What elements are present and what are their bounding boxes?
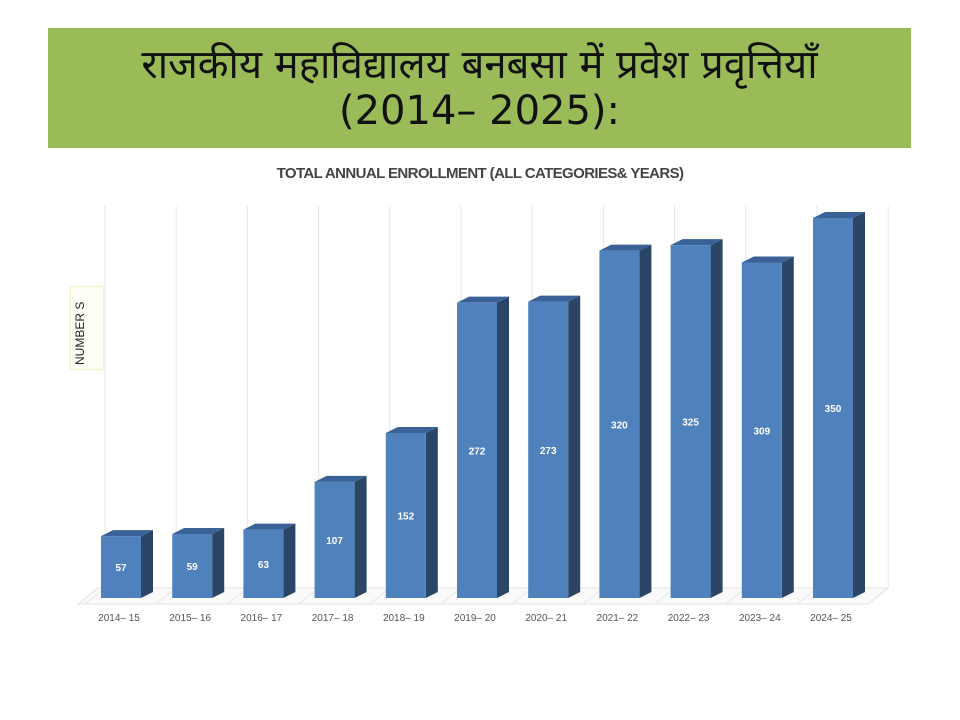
bar bbox=[670, 245, 711, 598]
bar bbox=[314, 481, 355, 598]
data-label: 59 bbox=[187, 562, 199, 573]
bar bbox=[385, 432, 426, 598]
bar-side bbox=[425, 426, 438, 598]
x-tick-label: 2020– 21 bbox=[525, 613, 567, 624]
x-tick-label: 2023– 24 bbox=[739, 613, 781, 624]
x-tick-label: 2014– 15 bbox=[98, 613, 140, 624]
bar-top bbox=[813, 212, 865, 218]
data-label: 272 bbox=[469, 446, 486, 457]
bar-top bbox=[385, 426, 438, 433]
bar-top bbox=[243, 523, 296, 530]
x-tick-label: 2016– 17 bbox=[241, 613, 283, 624]
floor-gridline bbox=[867, 587, 889, 605]
bar-top bbox=[599, 244, 652, 251]
bar-top bbox=[457, 296, 509, 303]
data-label: 320 bbox=[611, 420, 628, 431]
data-label: 350 bbox=[825, 404, 842, 415]
x-tick-label: 2018– 19 bbox=[383, 613, 425, 624]
data-label: 57 bbox=[115, 563, 127, 574]
y-axis-label: NUMBER S bbox=[73, 301, 87, 365]
page-title-line2: (2014– 2025): bbox=[339, 88, 620, 134]
x-tick-label: 2021– 22 bbox=[597, 613, 639, 624]
bar-side bbox=[639, 244, 652, 599]
data-label: 63 bbox=[258, 560, 270, 571]
bar bbox=[243, 529, 284, 598]
bar-side bbox=[710, 239, 723, 598]
y-axis-label-box: NUMBER S bbox=[70, 286, 104, 370]
bar-side bbox=[141, 530, 153, 598]
bar-side bbox=[354, 475, 367, 598]
bar bbox=[172, 533, 213, 598]
bar-side bbox=[497, 296, 509, 598]
data-label: 152 bbox=[397, 511, 414, 522]
x-tick-label: 2019– 20 bbox=[454, 613, 496, 624]
bar-top bbox=[101, 530, 153, 537]
chart-title: TOTAL ANNUAL ENROLLMENT (ALL CATEGORIES&… bbox=[276, 165, 684, 182]
bar-side bbox=[568, 295, 581, 598]
data-label: 107 bbox=[326, 536, 343, 547]
x-tick-label: 2022– 23 bbox=[668, 613, 710, 624]
bar bbox=[457, 302, 497, 598]
bar-side bbox=[212, 527, 225, 598]
x-tick-label: 2024– 25 bbox=[810, 613, 852, 624]
bar-side bbox=[781, 256, 794, 598]
data-label: 325 bbox=[682, 418, 699, 429]
bar-top bbox=[528, 295, 581, 302]
title-banner: राजकीय महाविद्यालय बनबसा में प्रवेश प्रव… bbox=[48, 28, 911, 148]
bar bbox=[101, 536, 141, 598]
bar bbox=[813, 218, 853, 598]
x-tick-label: 2017– 18 bbox=[312, 613, 354, 624]
bar-top bbox=[314, 475, 367, 482]
bar bbox=[741, 262, 782, 598]
bar-top bbox=[670, 239, 723, 246]
page-title-line1: राजकीय महाविद्यालय बनबसा में प्रवेश प्रव… bbox=[141, 42, 818, 88]
bar-top bbox=[172, 527, 225, 534]
data-label: 309 bbox=[753, 426, 770, 437]
bar-side bbox=[853, 212, 865, 598]
x-tick-label: 2015– 16 bbox=[169, 613, 211, 624]
bar bbox=[599, 250, 640, 599]
bar bbox=[528, 301, 569, 598]
data-label: 273 bbox=[540, 446, 557, 457]
bar-side bbox=[283, 523, 296, 598]
bar-top bbox=[741, 256, 794, 263]
